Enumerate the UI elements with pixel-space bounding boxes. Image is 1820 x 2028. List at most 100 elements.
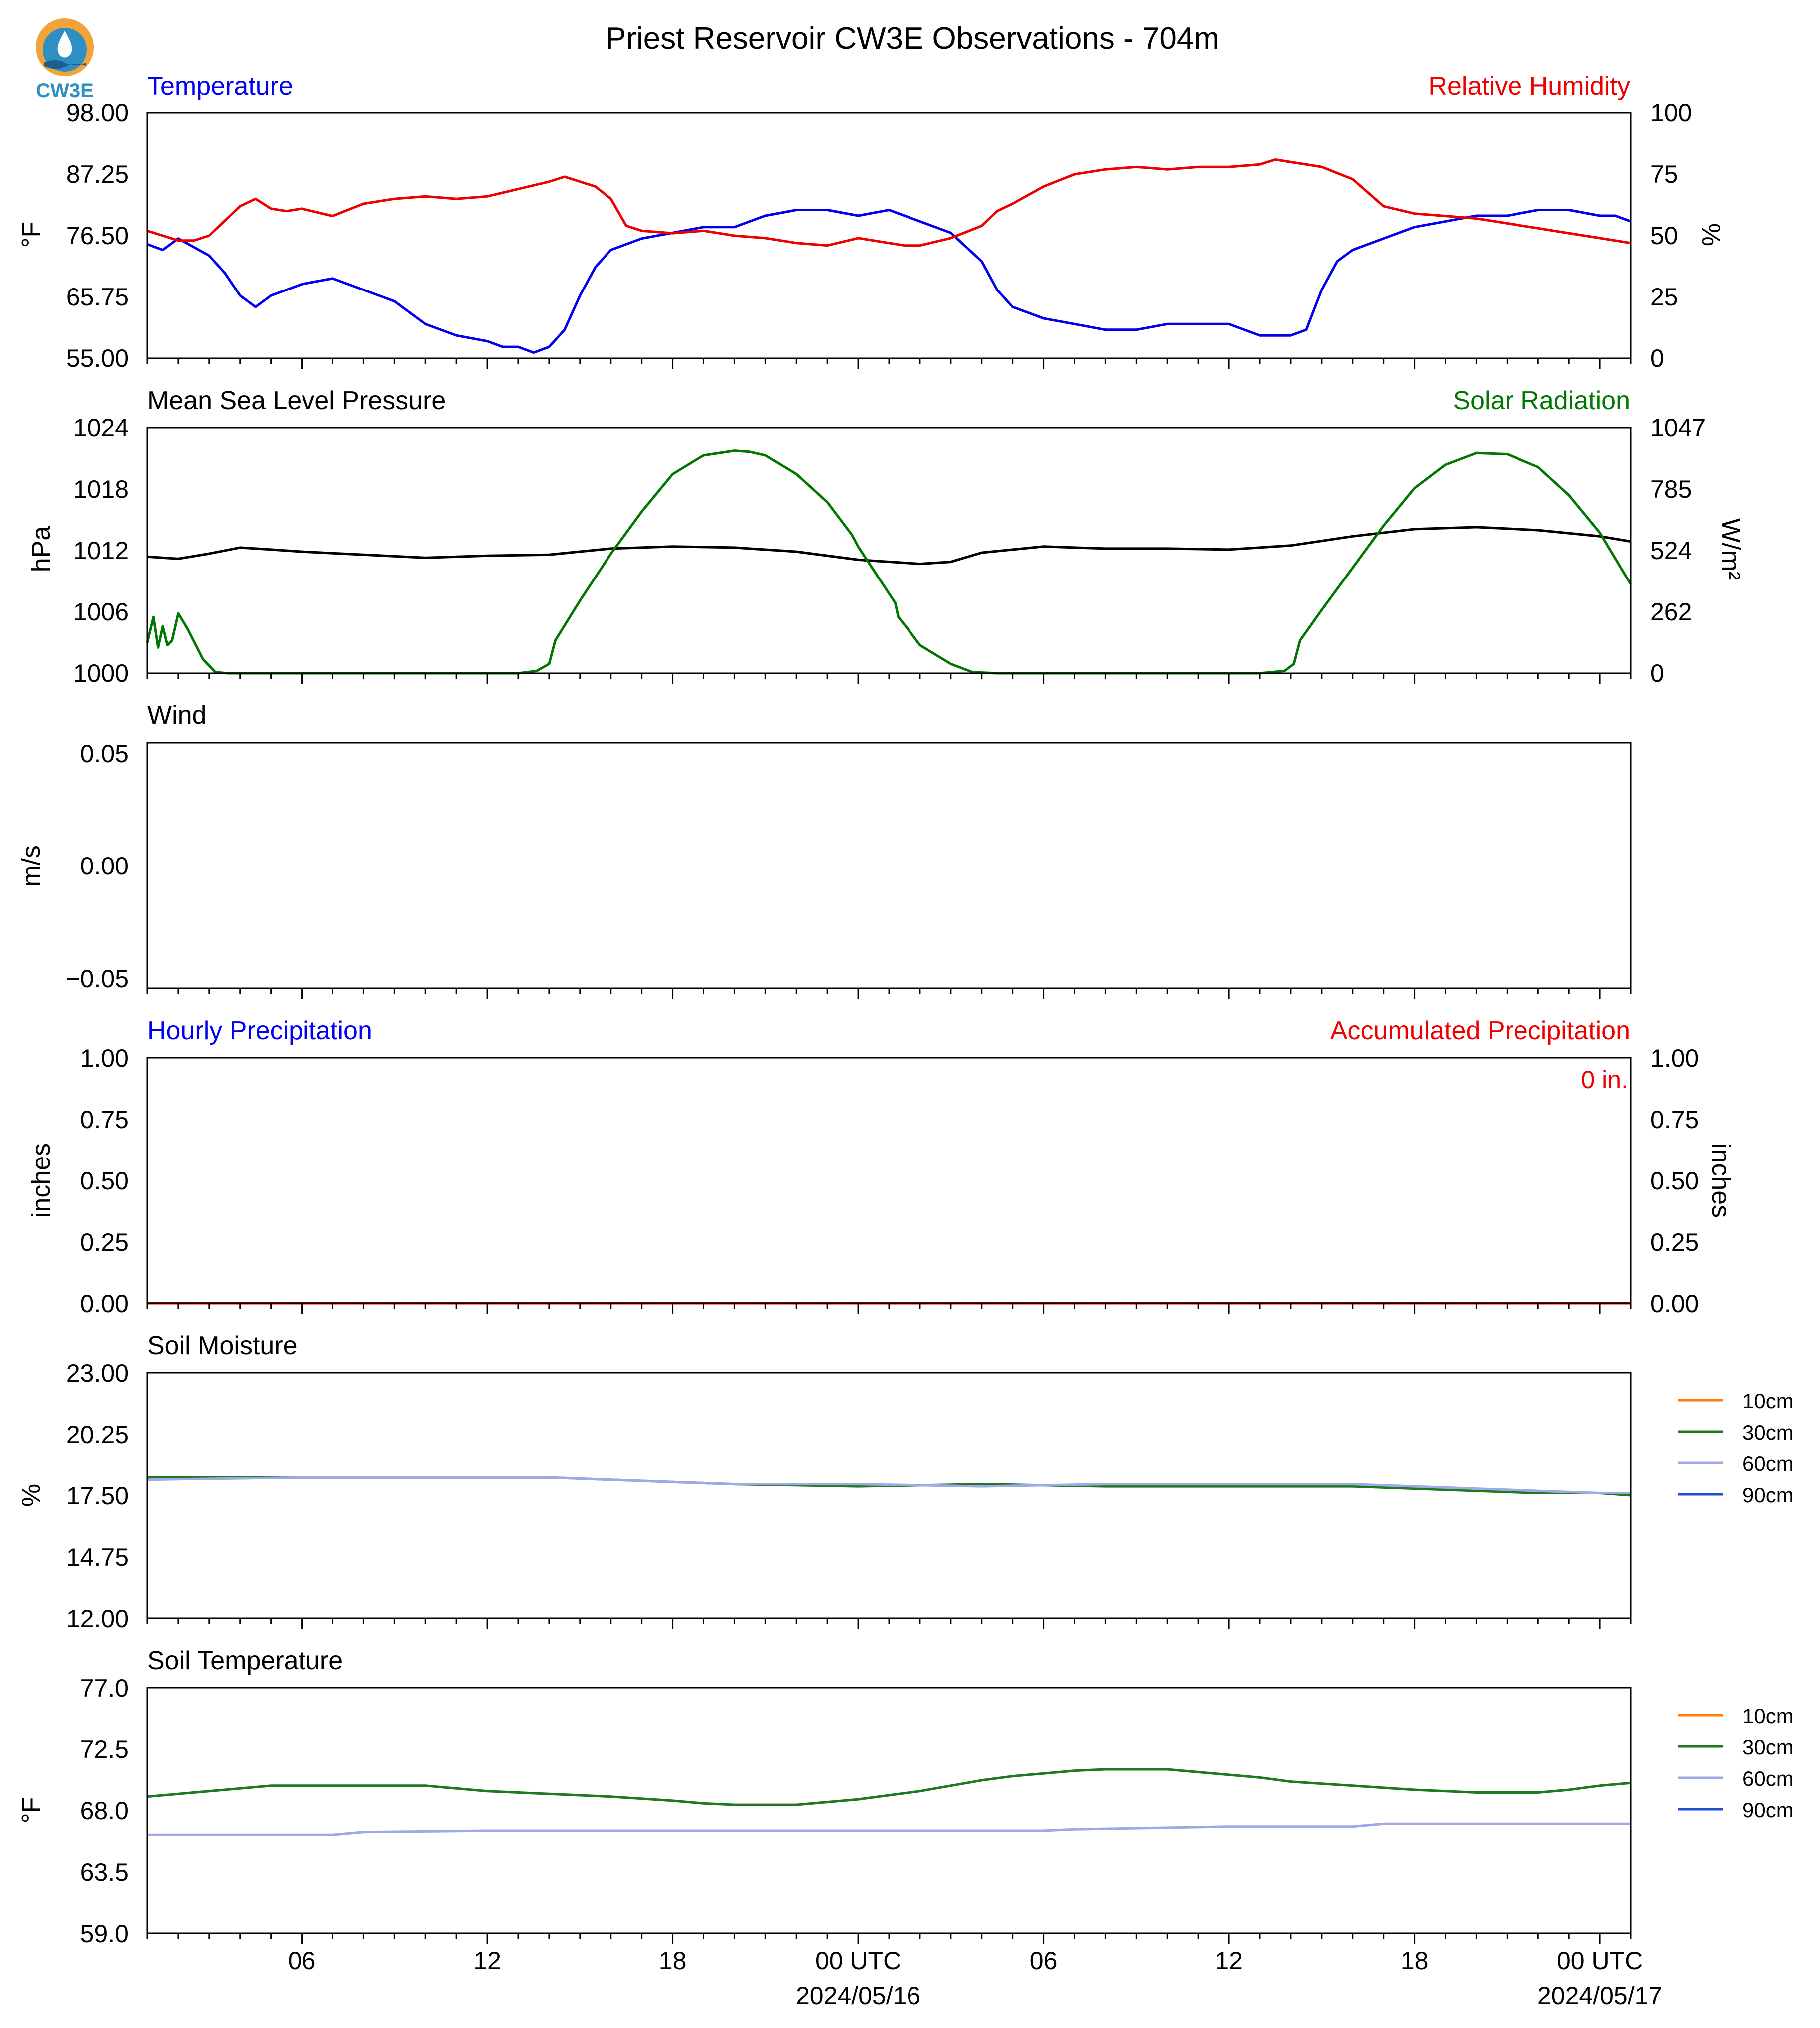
accum-yticks: 0.00 0.25 0.50 0.75 1.00 xyxy=(1650,1044,1699,1318)
panel-soil-temperature: Soil Temperature °F 59.0 63.5 68.0 72.5 … xyxy=(17,1646,1794,1948)
y-tick-label: 1012 xyxy=(73,537,129,565)
legend-label: 10cm xyxy=(1742,1704,1794,1728)
soil-temperature-legend: 10cm 30cm 60cm 90cm xyxy=(1678,1704,1794,1822)
figure-title: Priest Reservoir CW3E Observations - 704… xyxy=(606,21,1219,56)
series-line-temperature xyxy=(147,209,1631,354)
humidity-title: Relative Humidity xyxy=(1428,72,1630,101)
y-tick-label: 98.00 xyxy=(66,99,129,127)
y-tick-label: 23.00 xyxy=(66,1359,129,1387)
y-tick-label: 0.50 xyxy=(80,1167,129,1195)
plot-frame xyxy=(146,1057,1632,1304)
humidity-ylabel: % xyxy=(1696,223,1725,246)
x-tick-label: 00 UTC xyxy=(815,1947,901,1975)
y-tick-label: 55.00 xyxy=(66,344,129,372)
solar-title: Solar Radiation xyxy=(1453,386,1630,415)
hourly-precip-title: Hourly Precipitation xyxy=(147,1016,372,1045)
soil-moisture-ylabel: % xyxy=(17,1484,46,1507)
panel-precipitation: Hourly Precipitation Accumulated Precipi… xyxy=(27,1016,1735,1318)
humidity-yticks: 0 25 50 75 100 xyxy=(1650,99,1692,372)
y2-tick-label: 50 xyxy=(1650,222,1678,250)
y2-tick-label: 0 xyxy=(1650,344,1664,372)
pressure-title: Mean Sea Level Pressure xyxy=(147,386,446,415)
y2-tick-label: 0 xyxy=(1650,659,1664,687)
y2-tick-label: 0.00 xyxy=(1650,1290,1699,1318)
x-tick-label: 12 xyxy=(1215,1947,1243,1975)
series-line-60cm xyxy=(147,1822,1631,1836)
logo-wave-icon xyxy=(44,60,86,69)
y-tick-label: 0.00 xyxy=(80,1290,129,1318)
accum-total-label: 0 in. xyxy=(1581,1066,1628,1094)
y2-tick-label: 0.75 xyxy=(1650,1106,1699,1134)
y-tick-label: 59.0 xyxy=(80,1920,129,1948)
y-tick-label: 63.5 xyxy=(80,1858,129,1886)
temperature-ylabel: °F xyxy=(17,222,46,248)
y2-tick-label: 100 xyxy=(1650,99,1692,127)
y2-tick-label: 785 xyxy=(1650,475,1692,503)
temperature-humidity-lines xyxy=(147,158,1631,354)
y-tick-label: 1024 xyxy=(73,414,129,442)
precip-ylabel: inches xyxy=(27,1143,56,1218)
x-tick-label: 12 xyxy=(473,1947,501,1975)
y-tick-label: 68.0 xyxy=(80,1797,129,1825)
legend-label: 90cm xyxy=(1742,1483,1794,1507)
legend-label: 30cm xyxy=(1742,1421,1794,1444)
y-tick-label: 1006 xyxy=(73,598,129,626)
series-line-mean-sea-level-pressure xyxy=(147,526,1631,566)
y-tick-label: 65.75 xyxy=(66,283,129,311)
y2-tick-label: 1.00 xyxy=(1650,1044,1699,1072)
pressure-ylabel: hPa xyxy=(27,526,56,573)
soil-moisture-title: Soil Moisture xyxy=(147,1331,298,1360)
pressure-yticks: 1000 1006 1012 1018 1024 xyxy=(73,414,129,687)
y2-tick-label: 262 xyxy=(1650,598,1692,626)
plot-frame xyxy=(146,742,1632,989)
temperature-title: Temperature xyxy=(147,72,293,101)
y-tick-label: 0.75 xyxy=(80,1106,129,1134)
temperature-yticks: 55.00 65.75 76.50 87.25 98.00 xyxy=(66,99,129,372)
plot-frame xyxy=(146,1687,1632,1934)
y-tick-label: 87.25 xyxy=(66,160,129,188)
x-ticks xyxy=(146,1303,1632,1314)
series-line-30cm xyxy=(147,1768,1631,1806)
soil-temperature-lines xyxy=(147,1768,1631,1836)
y-tick-label: 1000 xyxy=(73,659,129,687)
y-tick-label: 1.00 xyxy=(80,1044,129,1072)
y2-tick-label: 0.25 xyxy=(1650,1228,1699,1256)
y2-tick-label: 524 xyxy=(1650,537,1692,565)
accum-ylabel: inches xyxy=(1706,1143,1735,1218)
plot-frame xyxy=(146,112,1632,359)
legend-label: 90cm xyxy=(1742,1798,1794,1822)
x-ticks xyxy=(146,1933,1632,1944)
panel-temperature-humidity: Temperature Relative Humidity °F % 55.00… xyxy=(17,72,1725,372)
panel-soil-moisture: Soil Moisture % 12.00 14.75 17.50 20.25 … xyxy=(17,1331,1794,1633)
x-ticks xyxy=(146,988,1632,999)
series-line-solar-radiation xyxy=(146,449,1632,675)
x-ticks xyxy=(146,673,1632,684)
legend-label: 60cm xyxy=(1742,1767,1794,1790)
wind-title: Wind xyxy=(147,701,206,730)
x-tick-label: 18 xyxy=(659,1947,687,1975)
cw3e-logo: CW3E xyxy=(36,18,94,102)
logo-drop-icon xyxy=(57,31,72,58)
y-tick-label: 76.50 xyxy=(66,222,129,250)
solar-yticks: 0 262 524 785 1047 xyxy=(1650,414,1706,687)
plot-frame xyxy=(146,427,1632,674)
x-axis-labels: 06 12 18 00 UTC 2024/05/16 06 12 18 00 UTC 2024/0… xyxy=(288,1947,1662,2010)
x-tick-label: 18 xyxy=(1401,1947,1429,1975)
x-date-label: 2024/05/17 xyxy=(1537,1982,1662,2010)
wind-yticks: −0.05 0.00 0.05 xyxy=(65,740,129,993)
logo-text: CW3E xyxy=(36,80,94,102)
pressure-solar-lines xyxy=(146,449,1632,675)
wind-ylabel: m/s xyxy=(17,845,46,887)
y-tick-label: 17.50 xyxy=(66,1482,129,1510)
soil-temperature-ylabel: °F xyxy=(17,1797,46,1824)
y-tick-label: 20.25 xyxy=(66,1421,129,1449)
x-tick-label: 00 UTC xyxy=(1557,1947,1643,1975)
x-date-label: 2024/05/16 xyxy=(796,1982,920,2010)
y2-tick-label: 1047 xyxy=(1650,414,1706,442)
y2-tick-label: 0.50 xyxy=(1650,1167,1699,1195)
solar-ylabel: W/m² xyxy=(1716,518,1745,580)
soil-moisture-yticks: 12.00 14.75 17.50 20.25 23.00 xyxy=(66,1359,129,1633)
accum-precip-title: Accumulated Precipitation xyxy=(1330,1016,1630,1045)
soil-temperature-title: Soil Temperature xyxy=(147,1646,343,1675)
